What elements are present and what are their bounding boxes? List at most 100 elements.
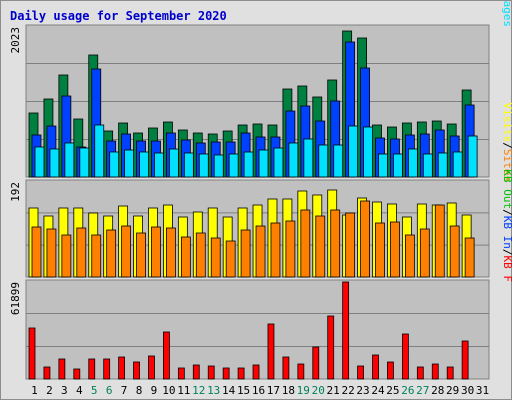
bar-sites-day-27 (419, 228, 430, 278)
x-tick-label-day-19: 19 (297, 384, 310, 397)
bar-pages-day-18 (288, 142, 299, 178)
legend-entry-sites: Sites (501, 149, 512, 182)
bar-kb-f-day-28 (431, 363, 439, 380)
bar-kb-f-day-26 (401, 333, 409, 380)
bar-sites-day-14 (225, 240, 236, 278)
bar-pages-day-28 (437, 152, 448, 178)
bar-kb-f-day-11 (177, 367, 185, 380)
x-tick-label-day-14: 14 (222, 384, 236, 397)
x-tick-label-day-6: 6 (106, 384, 113, 397)
bar-sites-day-18 (285, 220, 296, 278)
bar-kb-f-day-14 (222, 367, 230, 380)
bar-sites-day-24 (375, 222, 385, 278)
bar-sites-day-10 (166, 227, 176, 278)
bar-pages-day-13 (213, 154, 224, 178)
x-tick-label-day-11: 11 (177, 384, 190, 397)
bar-pages-day-27 (422, 153, 433, 178)
bar-pages-day-10 (169, 148, 179, 178)
x-tick-label-day-23: 23 (356, 384, 369, 397)
bar-pages-day-21 (333, 144, 344, 178)
bar-sites-day-26 (404, 234, 415, 278)
x-tick-label-day-16: 16 (252, 384, 265, 397)
x-tick-label-day-18: 18 (282, 384, 295, 397)
bar-pages-day-5 (94, 124, 105, 178)
bar-pages-day-30 (467, 135, 478, 178)
bar-kb-f-day-12 (192, 364, 200, 380)
bar-pages-day-2 (49, 148, 60, 178)
bar-kb-f-day-1 (28, 327, 36, 380)
bar-pages-day-14 (228, 153, 239, 178)
bar-pages-day-20 (318, 144, 329, 178)
bar-sites-day-20 (315, 215, 326, 278)
bar-pages-day-22 (348, 125, 359, 178)
bar-pages-day-19 (303, 138, 314, 178)
panel-visits-ymax-label: 192 (9, 182, 22, 202)
x-tick-label-day-2: 2 (46, 384, 53, 397)
x-tick-label-day-15: 15 (237, 384, 250, 397)
bar-sites-day-28 (434, 204, 445, 278)
bar-kb-f-day-24 (372, 354, 379, 380)
bar-sites-day-9 (151, 226, 161, 278)
x-tick-label-day-4: 4 (76, 384, 83, 397)
bar-pages-day-16 (258, 149, 269, 178)
x-tick-label-day-27: 27 (416, 384, 429, 397)
bar-kb-f-day-25 (387, 361, 394, 380)
bar-kb-f-day-16 (252, 364, 260, 380)
bar-kb-f-day-15 (237, 367, 245, 380)
bar-pages-day-3 (64, 142, 75, 178)
x-tick-label-day-31: 31 (476, 384, 489, 397)
bar-pages-day-11 (183, 152, 194, 178)
bar-sites-day-15 (240, 229, 251, 278)
bar-pages-day-8 (139, 151, 149, 178)
x-tick-label-day-7: 7 (121, 384, 128, 397)
x-tick-label-day-8: 8 (136, 384, 143, 397)
bar-kb-f-day-7 (118, 356, 126, 380)
bar-sites-day-4 (76, 227, 87, 278)
panel-traffic-legend: Hits/Files/Pages (501, 0, 512, 27)
x-tick-label-day-28: 28 (431, 384, 444, 397)
chart-title: Daily usage for September 2020 (10, 9, 227, 23)
bar-kb-f-day-3 (58, 358, 66, 380)
bar-kb-f-day-29 (446, 366, 454, 380)
bar-kb-f-day-10 (163, 331, 170, 380)
panel-kbytes-background (25, 279, 490, 380)
bar-kb-f-day-4 (73, 368, 81, 380)
bar-pages-day-26 (407, 148, 418, 178)
x-tick-label-day-20: 20 (312, 384, 325, 397)
x-tick-label-day-26: 26 (401, 384, 414, 397)
bar-pages-day-23 (363, 126, 373, 178)
bar-sites-day-30 (464, 237, 475, 278)
bar-pages-day-29 (452, 151, 463, 178)
x-tick-label-day-21: 21 (327, 384, 340, 397)
bar-pages-day-9 (154, 152, 164, 178)
bar-sites-day-22 (345, 212, 356, 278)
bar-sites-day-21 (330, 209, 341, 278)
bar-kb-f-day-8 (133, 361, 140, 380)
panel-visits-legend: Visits/Sites (501, 103, 512, 183)
legend-separator: / (501, 142, 512, 149)
legend-entry-kb-f: KB F (501, 256, 512, 283)
bar-sites-day-3 (61, 234, 72, 278)
bar-kb-f-day-5 (88, 358, 96, 380)
x-tick-label-day-24: 24 (371, 384, 385, 397)
bar-kb-f-day-2 (43, 366, 51, 380)
x-tick-label-day-5: 5 (91, 384, 98, 397)
bar-pages-day-7 (124, 149, 135, 178)
x-tick-label-day-22: 22 (341, 384, 354, 397)
bar-sites-day-17 (270, 222, 281, 278)
x-tick-label-day-12: 12 (192, 384, 205, 397)
bar-sites-day-5 (91, 234, 102, 278)
bar-sites-day-19 (300, 209, 311, 278)
bar-sites-day-7 (121, 225, 132, 278)
bar-sites-day-11 (180, 236, 191, 278)
bar-kb-f-day-17 (267, 323, 275, 380)
bar-kb-f-day-21 (327, 315, 335, 380)
bar-kb-f-day-30 (461, 340, 469, 380)
bar-pages-day-24 (378, 153, 388, 178)
bar-sites-day-1 (31, 226, 42, 278)
legend-entry-kb-in: KB In (501, 216, 512, 249)
bar-pages-day-12 (198, 153, 209, 178)
legend-separator: / (501, 249, 512, 256)
x-tick-label-day-1: 1 (31, 384, 38, 397)
